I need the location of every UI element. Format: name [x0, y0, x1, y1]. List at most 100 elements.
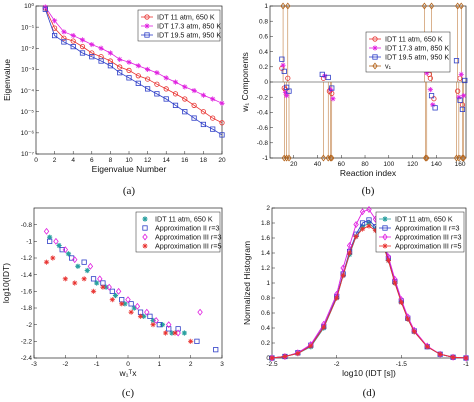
data-point	[135, 63, 141, 69]
data-point	[51, 25, 58, 31]
x-tick-label: -1.5	[396, 361, 408, 368]
data-point	[65, 251, 72, 257]
data-point	[340, 264, 346, 272]
data-point	[47, 238, 53, 244]
data-point	[117, 64, 123, 70]
data-point	[62, 246, 69, 254]
panel-label: (d)	[363, 387, 376, 399]
data-point	[43, 227, 50, 235]
data-point	[191, 102, 197, 108]
data-point	[107, 63, 113, 69]
data-point	[172, 102, 179, 108]
legend-label: IDT 17.3 atm, 850 K	[157, 22, 221, 31]
data-point	[411, 329, 417, 335]
y-tick-label: 0.2	[261, 340, 270, 347]
x-tick-label: 12	[144, 157, 152, 164]
data-point	[89, 50, 95, 56]
y-tick-label: -1	[262, 155, 268, 162]
series-line	[44, 6, 223, 104]
data-point	[456, 94, 462, 100]
data-point	[90, 276, 97, 282]
data-point	[107, 50, 113, 56]
x-tick-label: -3	[31, 361, 37, 368]
data-point	[366, 220, 372, 226]
data-point	[61, 35, 67, 41]
data-point	[458, 71, 464, 77]
data-point	[281, 68, 287, 74]
data-point	[320, 154, 327, 162]
series-c-0	[47, 234, 187, 336]
data-point	[453, 58, 460, 64]
data-point	[280, 2, 286, 10]
series-c-3	[43, 255, 194, 344]
x-axis-label: log10 (IDT [s])	[342, 368, 396, 378]
y-tick-label: 10⁰	[24, 2, 34, 10]
x-tick-label: 4	[71, 157, 75, 164]
data-point	[453, 154, 460, 162]
data-point	[144, 86, 151, 92]
data-point	[56, 242, 62, 249]
data-point	[428, 93, 435, 99]
y-tick-label: 2	[266, 205, 270, 212]
data-point	[191, 115, 197, 121]
data-point	[117, 70, 123, 76]
legend-marker	[142, 233, 148, 241]
y-tick-label: 10⁻²	[21, 45, 35, 52]
data-point	[154, 81, 160, 87]
legend-marker	[382, 233, 388, 241]
data-point	[169, 330, 175, 336]
data-point	[89, 54, 95, 60]
data-point	[97, 275, 103, 283]
data-point	[219, 120, 225, 126]
y-tick-label: -2.2	[21, 339, 33, 346]
data-point	[286, 154, 292, 162]
data-point	[353, 233, 359, 240]
legend-marker	[144, 32, 150, 38]
y-axis-label: Normalized Histogram	[242, 241, 252, 325]
x-tick-label: -2	[62, 361, 68, 368]
series-a-2	[42, 6, 225, 138]
data-point	[70, 44, 76, 50]
x-tick-label: 0	[126, 361, 130, 368]
data-point	[366, 223, 372, 229]
legend-label: IDT 11 atm, 650 K	[157, 13, 215, 22]
x-tick-label: 20	[218, 157, 226, 164]
legend-label: Approximation II r=3	[395, 224, 460, 233]
x-tick-label: -1	[463, 361, 469, 368]
data-point	[210, 96, 216, 102]
data-point	[141, 313, 147, 319]
y-tick-label: 1	[264, 3, 268, 10]
data-point	[283, 154, 290, 162]
data-point	[42, 6, 48, 12]
y-tick-label: 1.8	[261, 220, 270, 227]
y-tick-label: -0.6	[257, 125, 269, 132]
plot-frame	[271, 207, 467, 359]
y-tick-label: 0.8	[259, 18, 268, 25]
data-point	[62, 276, 68, 282]
legend-label: Approximation II r=3	[155, 224, 220, 233]
data-point	[295, 350, 301, 357]
data-point	[112, 292, 119, 299]
y-tick-label: 10⁻⁵	[21, 109, 35, 116]
y-tick-label: -0.2	[257, 94, 269, 101]
data-point	[327, 154, 334, 162]
data-point	[427, 75, 433, 81]
data-point	[70, 38, 76, 44]
data-point	[47, 234, 53, 240]
y-tick-label: -1.2	[21, 255, 33, 262]
legend-box	[135, 211, 221, 253]
y-tick-label: -0.8	[257, 140, 269, 147]
x-tick-label: 40	[314, 161, 322, 168]
x-tick-label: 60	[338, 161, 346, 168]
data-point	[172, 79, 179, 85]
data-point	[329, 85, 335, 91]
y-tick-label: 10⁻⁶	[21, 130, 35, 137]
data-point	[182, 84, 188, 90]
data-point	[437, 351, 443, 357]
data-point	[52, 32, 58, 39]
x-tick-label: 2	[189, 361, 193, 368]
y-tick-label: 0.8	[261, 295, 270, 302]
legend-box	[137, 9, 221, 42]
y-tick-label: -0.4	[257, 110, 269, 117]
data-point	[421, 2, 428, 10]
